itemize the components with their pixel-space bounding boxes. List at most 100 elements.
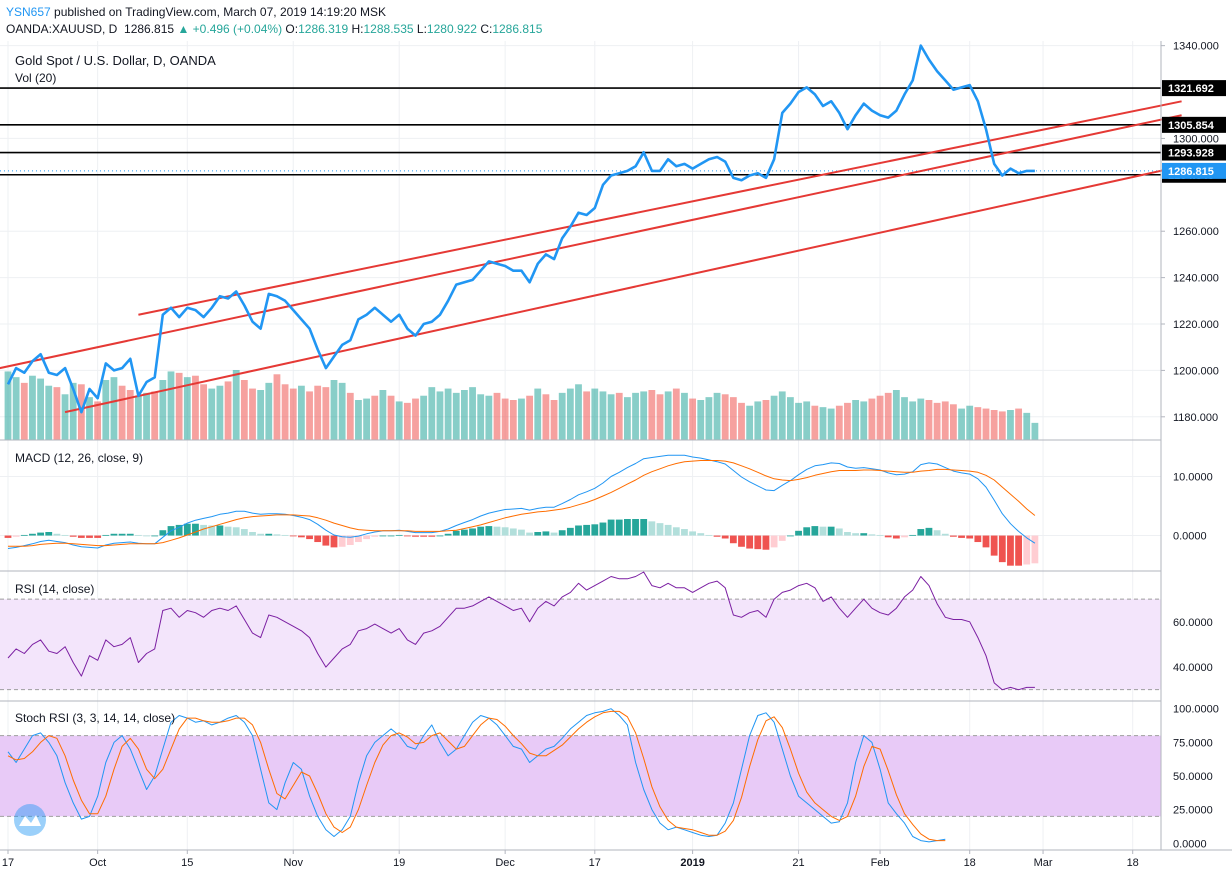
- macd-hist-bar: [713, 535, 721, 537]
- volume-bar: [892, 390, 900, 440]
- macd-hist-bar: [452, 530, 460, 536]
- stoch-band: [0, 735, 1161, 817]
- macd-hist-bar: [61, 534, 69, 536]
- volume-bar: [4, 371, 12, 440]
- macd-hist-bar: [558, 530, 566, 536]
- volume-bar: [452, 392, 460, 440]
- macd-hist-bar: [599, 522, 607, 536]
- time-tick-label: 18: [1127, 857, 1139, 869]
- price-tick-label: 1220.000: [1173, 319, 1219, 331]
- tradingview-logo-icon[interactable]: [14, 804, 46, 836]
- macd-hist-bar: [941, 533, 949, 536]
- published-line: YSN657 published on TradingView.com, Mar…: [6, 5, 386, 19]
- macd-hist-bar: [485, 526, 493, 536]
- macd-hist-bar: [672, 527, 680, 536]
- volume-bar: [143, 392, 150, 440]
- volume-bar: [518, 398, 525, 440]
- series-lines: [6, 44, 1036, 843]
- macd-hist-bar: [746, 535, 754, 549]
- macd-hist-bar: [428, 535, 436, 537]
- axes: 1180.000 1200.000 1220.000 1240.000 1260.000…: [2, 41, 1226, 869]
- last-price-flag: [1162, 162, 1226, 179]
- macd-hist-bar: [534, 532, 542, 536]
- volume-bar: [713, 392, 721, 440]
- time-tick-label: 17: [589, 857, 601, 869]
- volume-bar: [844, 402, 851, 440]
- macd-hist-bar: [892, 535, 900, 539]
- change-arrow-icon: ▲: [177, 22, 190, 36]
- macd-hist-bar: [232, 527, 240, 536]
- macd-hist-bar: [281, 534, 289, 536]
- trend-line: [0, 114, 1182, 370]
- macd-hist-bar: [640, 519, 648, 536]
- volume-bar: [37, 378, 44, 440]
- volume-bar: [811, 405, 819, 440]
- volume-bar: [550, 400, 558, 440]
- horizontal-levels[interactable]: [0, 87, 1161, 176]
- macd-hist-bar: [974, 535, 982, 543]
- volume-bar: [379, 390, 387, 440]
- volume-bar: [436, 391, 444, 440]
- volume-bar: [998, 411, 1006, 440]
- publisher-username[interactable]: YSN657: [6, 5, 51, 19]
- volume-bar: [110, 377, 118, 440]
- macd-hist-bar: [143, 535, 150, 537]
- volume-bar: [925, 400, 933, 440]
- macd-hist-bar: [355, 535, 362, 543]
- volume-bar: [126, 390, 134, 440]
- macd-hist-bar: [126, 533, 134, 536]
- macd-hist-bar: [787, 535, 794, 537]
- macd-histogram: [4, 519, 1039, 566]
- macd-hist-bar: [118, 533, 126, 536]
- volume-bar: [69, 382, 77, 440]
- volume-bar: [257, 390, 265, 440]
- stoch-rsi-pane-title: Stoch RSI (3, 3, 14, 14, close): [15, 711, 175, 725]
- macd-hist-bar: [575, 525, 582, 536]
- level-flag: [1162, 116, 1226, 133]
- volume-bar: [1015, 408, 1022, 440]
- macd-hist-bar: [387, 535, 395, 537]
- macd-hist-bar: [950, 535, 957, 537]
- volume-bar: [803, 401, 811, 440]
- indicator-bands: [0, 598, 1161, 817]
- time-tick-label: 21: [792, 857, 804, 869]
- macd-hist-bar: [175, 524, 183, 536]
- volume-bar: [534, 388, 542, 440]
- rsi-tick-label: 60.0000: [1173, 617, 1213, 629]
- price-tick-label: 1180.000: [1173, 412, 1218, 424]
- volume-bar: [281, 384, 289, 440]
- macd-hist-bar: [509, 528, 517, 536]
- macd-hist-bar: [860, 533, 868, 536]
- pane-frames: [0, 41, 1232, 851]
- time-tick-label: 17: [2, 857, 14, 869]
- price-line: [6, 44, 1035, 414]
- macd-hist-bar: [273, 534, 281, 536]
- volume-bar: [461, 390, 468, 440]
- volume-bar: [12, 377, 20, 440]
- volume-bar: [420, 395, 428, 440]
- macd-hist-bar: [412, 535, 419, 537]
- macd-hist-bar: [379, 535, 387, 537]
- macd-hist-bar: [346, 535, 354, 545]
- volume-bar: [941, 401, 949, 440]
- macd-hist-bar: [12, 535, 20, 537]
- macd-hist-bar: [29, 533, 36, 536]
- macd-tick-label: 0.0000: [1173, 531, 1207, 543]
- macd-hist-bar: [208, 525, 216, 536]
- macd-hist-bar: [444, 533, 452, 536]
- last-price-label: 1286.815: [1168, 166, 1214, 178]
- macd-hist-bar: [102, 534, 110, 536]
- close-label: C:: [480, 22, 493, 36]
- stoch-tick-label: 75.0000: [1173, 737, 1213, 749]
- price-tick-label: 1240.000: [1173, 273, 1219, 285]
- macd-hist-bar: [583, 524, 591, 536]
- macd-hist-bar: [86, 535, 93, 538]
- trend-channel[interactable]: [0, 100, 1182, 414]
- macd-hist-bar: [265, 533, 273, 536]
- volume-bar: [607, 394, 615, 440]
- volume-bar: [648, 390, 656, 440]
- volume-bar: [689, 398, 696, 440]
- low-value: 1280.922: [426, 22, 477, 36]
- macd-hist-bar: [436, 535, 444, 537]
